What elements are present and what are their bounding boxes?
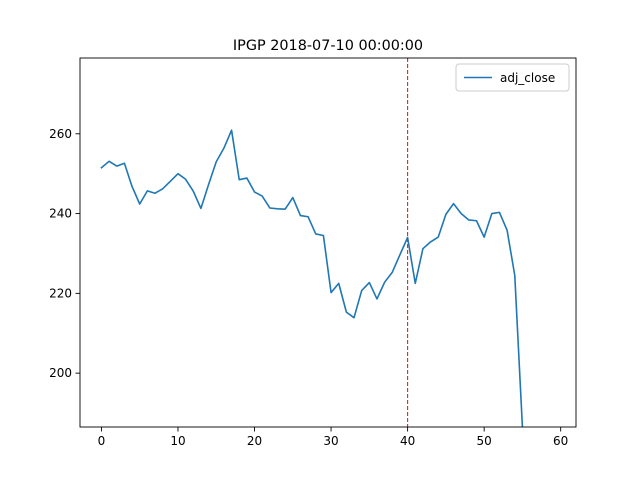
axes: 0 10 20 30 40 50 60 200 220 240 260 [49,57,577,448]
x-tick-label: 20 [247,434,262,448]
plot-area [100,58,524,427]
y-tick-label: 200 [49,366,72,380]
y-tick-label: 260 [49,127,72,141]
x-tick-label: 60 [553,434,568,448]
x-tick-label: 0 [98,434,106,448]
legend-box [455,63,570,92]
y-tick-label: 220 [49,286,72,300]
x-tick-label: 50 [477,434,492,448]
x-tick-label: 40 [400,434,415,448]
chart-title: IPGP 2018-07-10 00:00:00 [233,38,423,54]
x-tick-label: 10 [170,434,185,448]
y-tick-label: 240 [49,207,72,221]
x-tick-label: 30 [323,434,338,448]
legend-label: adj_close [500,71,555,85]
axes-frame [79,57,577,428]
legend: adj_close [455,63,570,92]
series-line-adj-close [100,129,524,427]
